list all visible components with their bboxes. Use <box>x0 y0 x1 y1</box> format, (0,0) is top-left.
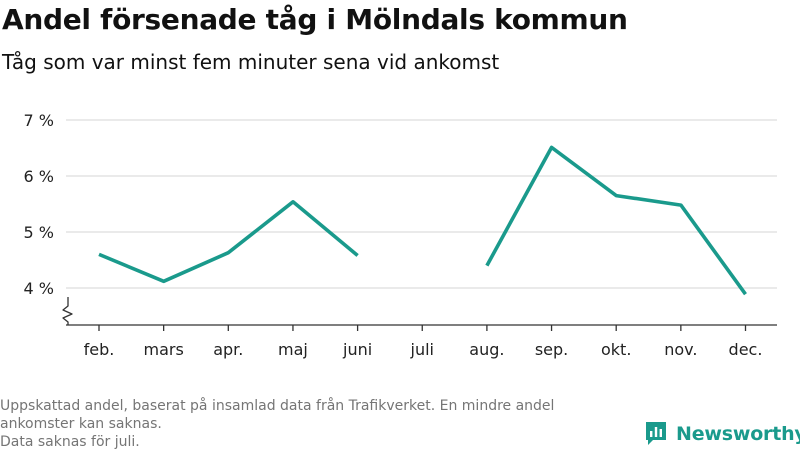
x-tick-label: okt. <box>601 340 631 359</box>
x-tick-label: apr. <box>213 340 243 359</box>
series-line <box>485 145 747 296</box>
x-tick-label: nov. <box>664 340 697 359</box>
chart-title: Andel försenade tåg i Mölndals kommun <box>2 3 628 36</box>
y-tick-label: 4 % <box>24 279 54 298</box>
x-tick-label: sep. <box>535 340 568 359</box>
brand: Newsworthy <box>644 420 800 448</box>
series-line <box>98 200 359 284</box>
line-chart: 4 % 5 % 6 % 7 % feb. mars apr. maj juni juli aug. s… <box>24 111 777 359</box>
x-tick-label: aug. <box>469 340 504 359</box>
x-tick-label: maj <box>278 340 308 359</box>
x-tick-label: mars <box>143 340 183 359</box>
newsworthy-logo-icon <box>646 422 666 445</box>
y-tick-label: 5 % <box>24 223 54 242</box>
y-tick-label: 6 % <box>24 167 54 186</box>
x-tick-label: dec. <box>729 340 763 359</box>
brand-name: Newsworthy <box>676 423 800 445</box>
y-tick-label: 7 % <box>24 111 54 130</box>
axis-break-icon <box>62 297 73 325</box>
x-tick-label: feb. <box>84 340 115 359</box>
x-tick-label: juli <box>410 340 434 359</box>
footnote-source-cont: ankomster kan saknas. <box>0 416 162 432</box>
x-tick-label: juni <box>342 340 372 359</box>
footnote-source: Uppskattad andel, baserat på insamlad da… <box>0 398 555 414</box>
chart-subtitle: Tåg som var minst fem minuter sena vid a… <box>2 50 500 74</box>
footnote-missing-data: Data saknas för juli. <box>0 434 140 450</box>
